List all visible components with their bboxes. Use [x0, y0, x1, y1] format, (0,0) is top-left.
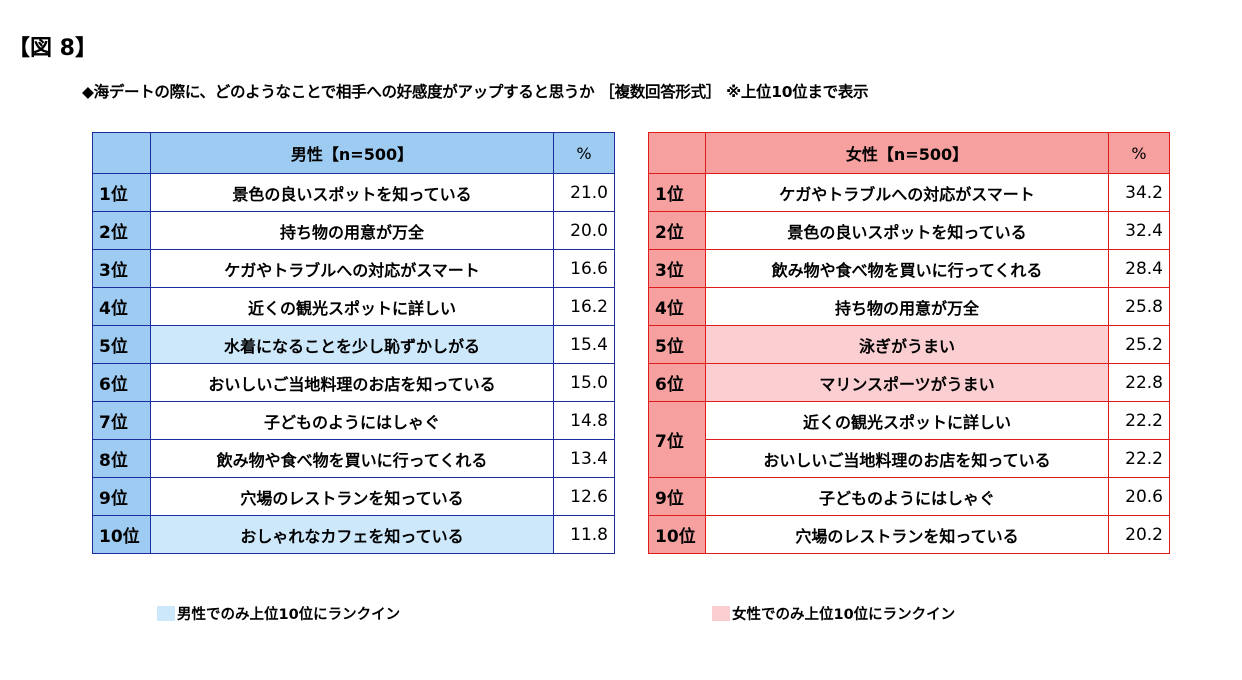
table-row: 5位 泳ぎがうまい 25.2 [648, 325, 1170, 364]
item-cell-female-only: マリンスポーツがうまい [705, 363, 1109, 402]
table-row: 9位 穴場のレストランを知っている 12.6 [92, 477, 615, 516]
item-cell-male-only: 水着になることを少し恥ずかしがる [150, 325, 554, 364]
item-cell: 景色の良いスポットを知っている [705, 211, 1109, 250]
item-cell: ケガやトラブルへの対応がスマート [150, 249, 554, 288]
rank-cell: 3位 [92, 249, 151, 288]
item-cell: 飲み物や食べ物を買いに行ってくれる [150, 439, 554, 478]
table-row: 1位 ケガやトラブルへの対応がスマート 34.2 [648, 173, 1170, 212]
rank-cell: 4位 [648, 287, 706, 326]
value-cell: 32.4 [1108, 211, 1170, 250]
table-header-row: 男性【n=500】 % [92, 132, 615, 174]
percent-header: % [1108, 132, 1170, 174]
item-cell: 子どものようにはしゃぐ [150, 401, 554, 440]
value-cell: 16.6 [553, 249, 615, 288]
table-row: 8位 飲み物や食べ物を買いに行ってくれる 13.4 [92, 439, 615, 478]
survey-question: ◆海デートの際に、どのようなことで相手への好感度がアップすると思うか ［複数回答… [82, 83, 869, 101]
rank-cell: 5位 [648, 325, 706, 364]
rank-cell: 3位 [648, 249, 706, 288]
table-row: 6位 おいしいご当地料理のお店を知っている 15.0 [92, 363, 615, 402]
rank-cell: 10位 [648, 515, 706, 554]
male-ranking-table: 男性【n=500】 % 1位 景色の良いスポットを知っている 21.0 2位 持… [92, 132, 615, 554]
value-cell: 15.4 [553, 325, 615, 364]
figure-label: 【図 8】 [8, 36, 97, 61]
table-row: 2位 持ち物の用意が万全 20.0 [92, 211, 615, 250]
female-only-swatch [712, 606, 730, 621]
value-cell: 20.0 [553, 211, 615, 250]
table-row: 3位 ケガやトラブルへの対応がスマート 16.6 [92, 249, 615, 288]
value-cell: 20.6 [1108, 477, 1170, 516]
table-row: 7位 近くの観光スポットに詳しい 22.2 [648, 401, 1170, 478]
male-legend-note: 男性でのみ上位10位にランクイン [157, 603, 400, 624]
value-cell: 14.8 [553, 401, 615, 440]
item-cell: 持ち物の用意が万全 [705, 287, 1109, 326]
value-cell: 28.4 [1108, 249, 1170, 288]
item-cell: ケガやトラブルへの対応がスマート [705, 173, 1109, 212]
item-cell-male-only: おしゃれなカフェを知っている [150, 515, 554, 554]
value-cell: 20.2 [1108, 515, 1170, 554]
male-header: 男性【n=500】 [150, 132, 554, 174]
rank-cell: 8位 [92, 439, 151, 478]
item-cell: 穴場のレストランを知っている [150, 477, 554, 516]
table-row: 4位 持ち物の用意が万全 25.8 [648, 287, 1170, 326]
item-cell: 持ち物の用意が万全 [150, 211, 554, 250]
item-cell: 景色の良いスポットを知っている [150, 173, 554, 212]
value-cell: 21.0 [553, 173, 615, 212]
table-row: 4位 近くの観光スポットに詳しい 16.2 [92, 287, 615, 326]
female-legend-text: 女性でのみ上位10位にランクイン [732, 607, 956, 623]
value-cell: 34.2 [1108, 173, 1170, 212]
female-legend-note: 女性でのみ上位10位にランクイン [712, 603, 955, 624]
value-cell: 22.2 [1108, 401, 1170, 440]
table-row: 7位 子どものようにはしゃぐ 14.8 [92, 401, 615, 440]
table-header-row: 女性【n=500】 % [648, 132, 1170, 174]
value-cell: 15.0 [553, 363, 615, 402]
table-row: 10位 おしゃれなカフェを知っている 11.8 [92, 515, 615, 554]
item-cell: おいしいご当地料理のお店を知っている [150, 363, 554, 402]
rank-header-cell [92, 132, 151, 174]
rank-cell: 4位 [92, 287, 151, 326]
table-row: おいしいご当地料理のお店を知っている 22.2 [649, 439, 1170, 478]
rank-cell: 2位 [648, 211, 706, 250]
value-cell: 22.2 [1108, 439, 1170, 478]
item-cell: 近くの観光スポットに詳しい [150, 287, 554, 326]
table-row: 2位 景色の良いスポットを知っている 32.4 [648, 211, 1170, 250]
rank-cell: 6位 [648, 363, 706, 402]
rank-cell: 5位 [92, 325, 151, 364]
rank-header-cell [648, 132, 706, 174]
item-cell: 近くの観光スポットに詳しい [705, 401, 1109, 440]
rank-cell: 7位 [92, 401, 151, 440]
item-cell: 穴場のレストランを知っている [705, 515, 1109, 554]
rank-cell: 1位 [648, 173, 706, 212]
rank-cell: 9位 [92, 477, 151, 516]
value-cell: 16.2 [553, 287, 615, 326]
value-cell: 11.8 [553, 515, 615, 554]
value-cell: 13.4 [553, 439, 615, 478]
rank-cell-tied: 7位 [648, 401, 706, 478]
value-cell: 12.6 [553, 477, 615, 516]
rank-cell: 6位 [92, 363, 151, 402]
value-cell: 22.8 [1108, 363, 1170, 402]
table-row: 5位 水着になることを少し恥ずかしがる 15.4 [92, 325, 615, 364]
male-only-swatch [157, 606, 175, 621]
value-cell: 25.2 [1108, 325, 1170, 364]
percent-header: % [553, 132, 615, 174]
female-header: 女性【n=500】 [705, 132, 1109, 174]
item-cell: 飲み物や食べ物を買いに行ってくれる [705, 249, 1109, 288]
male-legend-text: 男性でのみ上位10位にランクイン [177, 607, 401, 623]
table-row: 9位 子どものようにはしゃぐ 20.6 [648, 477, 1170, 516]
rank-cell: 10位 [92, 515, 151, 554]
item-cell: おいしいご当地料理のお店を知っている [705, 439, 1109, 478]
table-row: 3位 飲み物や食べ物を買いに行ってくれる 28.4 [648, 249, 1170, 288]
item-cell-female-only: 泳ぎがうまい [705, 325, 1109, 364]
rank-cell: 1位 [92, 173, 151, 212]
value-cell: 25.8 [1108, 287, 1170, 326]
rank-cell: 9位 [648, 477, 706, 516]
table-row: 6位 マリンスポーツがうまい 22.8 [648, 363, 1170, 402]
rank-cell: 2位 [92, 211, 151, 250]
table-row: 1位 景色の良いスポットを知っている 21.0 [92, 173, 615, 212]
female-ranking-table: 女性【n=500】 % 1位 ケガやトラブルへの対応がスマート 34.2 2位 … [648, 132, 1170, 554]
item-cell: 子どものようにはしゃぐ [705, 477, 1109, 516]
table-row: 10位 穴場のレストランを知っている 20.2 [648, 515, 1170, 554]
